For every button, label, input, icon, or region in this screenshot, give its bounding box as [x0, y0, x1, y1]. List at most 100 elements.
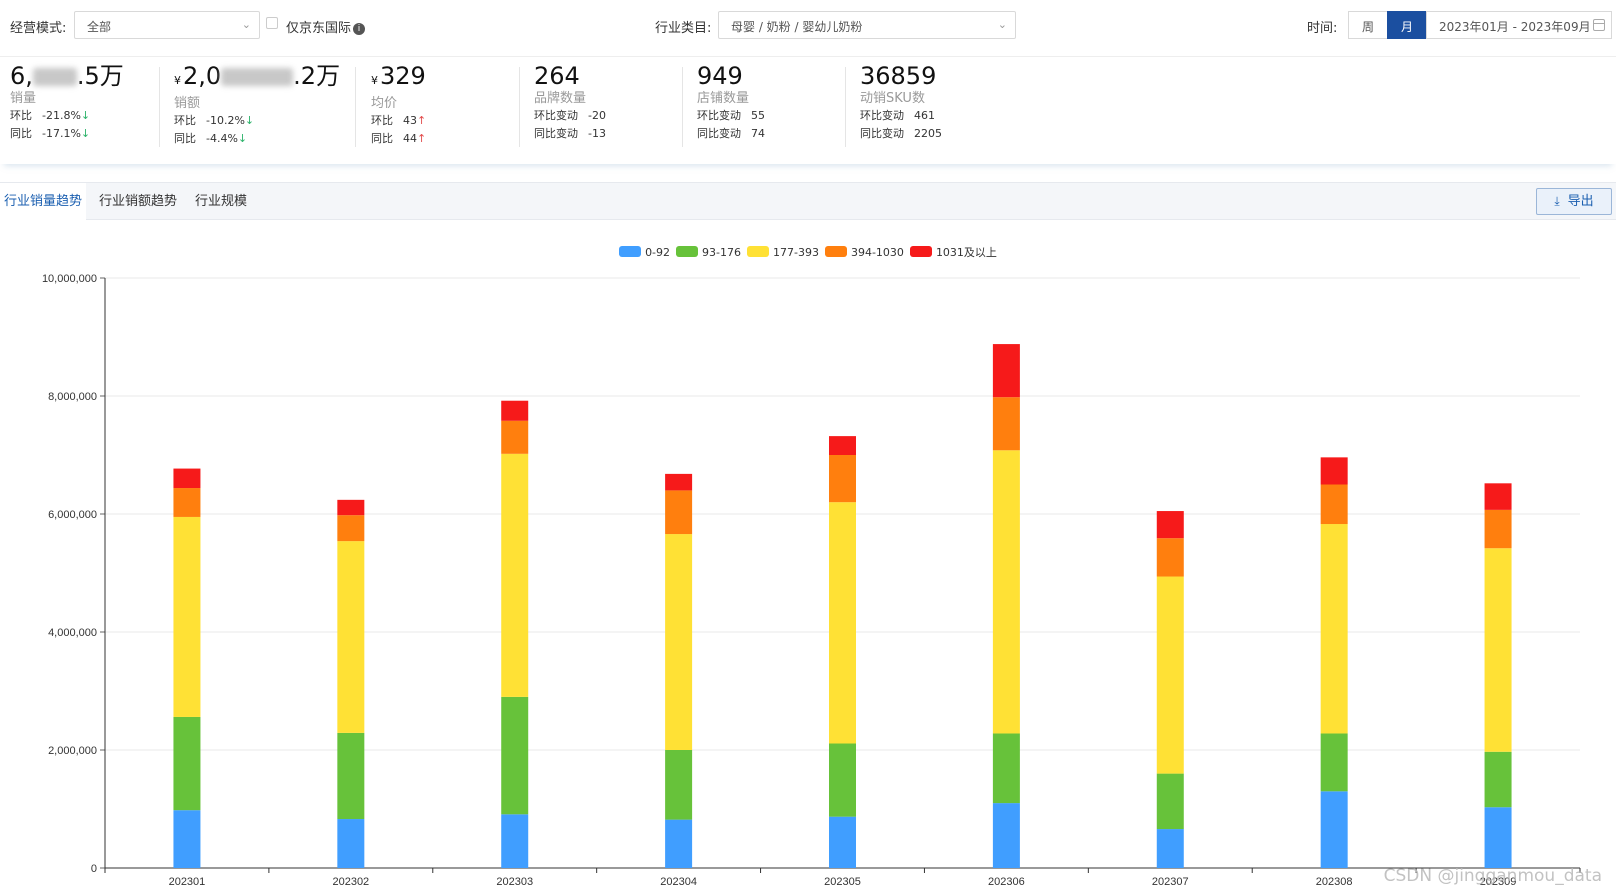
stat-name: 品牌数量 — [534, 91, 587, 106]
time-label: 时间: — [1307, 21, 1338, 36]
bar-segment — [173, 468, 201, 489]
bar-segment — [501, 420, 529, 454]
date-range-value: 2023年01月 - 2023年09月 — [1439, 20, 1591, 34]
bar-segment — [829, 455, 856, 503]
legend-label: 0-92 — [645, 246, 671, 259]
download-icon: ⤓ — [1554, 194, 1560, 208]
bar-segment — [337, 499, 365, 516]
x-tick-label: 202307 — [1152, 876, 1189, 888]
legend-swatch — [619, 246, 642, 257]
legend-item[interactable]: 1031及以上 — [909, 244, 997, 260]
arrow-down-icon: ↓ — [80, 109, 91, 122]
bar-segment — [1156, 829, 1184, 868]
stat-avg-price: ¥329 均价 环比 43↑ 同比 44↑ — [371, 61, 426, 151]
legend-item[interactable]: 93-176 — [676, 246, 741, 259]
date-range-picker[interactable]: 2023年01月 - 2023年09月 — [1426, 11, 1612, 39]
week-toggle[interactable]: 周 — [1348, 11, 1388, 39]
tab-sales-volume[interactable]: 行业销量趋势 — [0, 183, 87, 220]
stat-sales-volume: 6, .5万 销量 环比 -21.8%↓ 同比 -17.1%↓ — [10, 61, 124, 151]
legend-item[interactable]: 0-92 — [619, 246, 670, 259]
bar-segment — [1156, 773, 1184, 830]
legend-label: 177-393 — [773, 246, 819, 259]
bar-segment — [1484, 483, 1512, 510]
bar-segment — [501, 453, 529, 697]
watermark: CSDN @jingganmou_data — [1383, 866, 1602, 886]
stat-value: ¥329 — [371, 62, 426, 90]
legend-item[interactable]: 394-1030 — [824, 246, 904, 259]
bar-segment — [501, 696, 529, 815]
bar-segment — [992, 803, 1020, 868]
bar-segment — [829, 816, 856, 868]
stat-name: 销量 — [10, 91, 37, 106]
stat-yoy: 同比 44↑ — [371, 132, 427, 145]
stat-yoy: 同比变动 2205 — [860, 127, 942, 140]
stat-mom: 环比变动 55 — [697, 109, 765, 122]
bar-segment — [665, 819, 693, 868]
tab-sales-amount[interactable]: 行业销额趋势 — [99, 194, 178, 209]
arrow-down-icon: ↓ — [80, 127, 91, 140]
y-tick-label: 4,000,000 — [48, 627, 97, 639]
export-button[interactable]: ⤓ 导出 — [1536, 188, 1612, 215]
month-toggle[interactable]: 月 — [1387, 11, 1427, 39]
jd-intl-checkbox[interactable] — [266, 17, 278, 29]
stat-store-count: 949 店铺数量 环比变动 55 同比变动 74 — [697, 61, 765, 151]
bar-segment — [829, 502, 856, 744]
bar-segment — [1320, 791, 1348, 868]
bar-segment — [1484, 509, 1512, 549]
bar-segment — [1320, 733, 1348, 792]
bar-segment — [829, 743, 856, 817]
y-tick-label: 2,000,000 — [48, 745, 97, 757]
stat-name: 销额 — [174, 96, 201, 111]
stat-mom: 环比 43↑ — [371, 114, 427, 127]
x-tick-label: 202309 — [1480, 876, 1517, 888]
stat-name: 店铺数量 — [697, 91, 750, 106]
bar-segment — [337, 541, 365, 733]
stat-value: 949 — [697, 62, 743, 90]
mode-label: 经营模式: — [10, 21, 67, 36]
bar-segment — [337, 732, 365, 820]
calendar-icon — [1593, 19, 1605, 31]
stat-yoy: 同比 -17.1%↓ — [10, 127, 91, 140]
y-tick-label: 6,000,000 — [48, 509, 97, 521]
legend-label: 394-1030 — [850, 246, 904, 259]
divider — [355, 67, 356, 147]
bar-segment — [501, 400, 529, 421]
bar-segment — [992, 733, 1020, 804]
arrow-up-icon: ↑ — [417, 132, 427, 145]
bar-segment — [337, 819, 365, 868]
bar-segment — [1156, 538, 1184, 577]
bar-segment — [992, 450, 1020, 734]
mode-select[interactable]: 全部 ⌄ — [74, 11, 260, 39]
bar-segment — [829, 436, 856, 455]
chart-legend: 0-92 93-176 177-393 394-1030 1031及以上 — [0, 244, 1616, 260]
category-label: 行业类目: — [655, 21, 712, 36]
y-tick-label: 8,000,000 — [48, 391, 97, 403]
bar-segment — [1484, 548, 1512, 752]
bar-segment — [665, 490, 693, 535]
info-icon[interactable]: i — [353, 23, 366, 35]
stat-mom: 环比 -10.2%↓ — [174, 114, 255, 127]
jd-intl-label[interactable]: 仅京东国际 i — [286, 17, 366, 36]
stat-yoy: 同比 -4.4%↓ — [174, 132, 248, 145]
divider — [845, 67, 846, 147]
legend-swatch — [824, 246, 847, 257]
arrow-up-icon: ↑ — [417, 114, 427, 127]
arrow-down-icon: ↓ — [244, 114, 255, 127]
stat-value: 36859 — [860, 62, 937, 90]
divider — [159, 67, 160, 147]
stat-yoy: 同比变动 74 — [697, 127, 765, 140]
stat-value: 6, .5万 — [10, 62, 124, 90]
category-select[interactable]: 母婴 / 奶粉 / 婴幼儿奶粉 ⌄ — [718, 11, 1016, 39]
tab-scale[interactable]: 行业规模 — [195, 194, 248, 209]
legend-swatch — [747, 246, 769, 257]
bar-segment — [337, 515, 365, 542]
bar-segment — [1484, 751, 1512, 808]
x-tick-label: 202305 — [824, 876, 861, 888]
x-tick-label: 202301 — [169, 876, 206, 888]
bar-segment — [665, 750, 693, 820]
chevron-down-icon: ⌄ — [241, 18, 251, 31]
divider — [682, 67, 683, 147]
bar-segment — [665, 473, 693, 491]
x-tick-label: 202302 — [332, 876, 369, 888]
legend-item[interactable]: 177-393 — [747, 246, 819, 259]
